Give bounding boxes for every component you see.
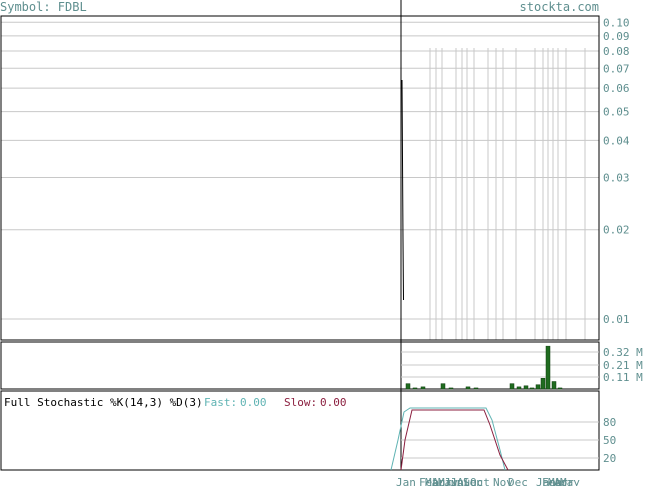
x-tick-label-8: Sep [463,476,483,486]
volume-bar-0 [405,383,411,390]
price-tick-label-7: 0.03 [603,171,630,184]
volume-bar-6 [465,386,471,390]
price-line [401,79,404,301]
x-tick-label-16: May [560,476,580,486]
slow-label: Slow: [284,396,317,409]
stochastic-tick-label-0: 80 [603,416,616,429]
price-tick-label-2: 0.08 [603,45,630,58]
volume-bar-16 [545,345,551,390]
price-tick-label-6: 0.04 [603,134,630,147]
volume-tick-label-1: 0.21 M [603,359,643,372]
fast-line [390,407,506,471]
volume-bar-18 [557,387,563,390]
volume-bar-11 [516,386,522,390]
price-tick-label-0: 0.10 [603,16,630,29]
price-tick-label-3: 0.07 [603,62,630,75]
x-tick-label-7: Aug [457,476,477,486]
x-tick-label-15: Apr [554,476,574,486]
stochastic-tick-label-1: 50 [603,434,616,447]
stochastic-tick-label-2: 20 [603,452,616,465]
price-tick-label-5: 0.05 [603,106,630,119]
volume-bar-17 [551,381,557,390]
volume-bar-13 [529,387,535,390]
symbol-label: Symbol: FDBL [0,0,87,14]
volume-bar-2 [420,386,426,390]
price-tick-label-1: 0.09 [603,30,630,43]
volume-bar-4 [440,383,446,390]
x-tick-label-2: Mar [425,476,445,486]
volume-bar-7 [473,387,479,390]
volume-tick-label-2: 0.11 M [603,371,643,384]
slow-value: 0.00 [320,396,347,409]
volume-bar-12 [523,385,529,390]
volume-bar-1 [412,387,418,390]
volume-tick-label-0: 0.32 M [603,346,643,359]
x-tick-label-6: Jul [450,476,470,486]
x-tick-label-3: Apr [432,476,452,486]
x-tick-label-1: Feb [419,476,439,486]
x-tick-label-5: Jun [444,476,464,486]
volume-bar-15 [540,378,546,390]
x-tick-label-0: Jan [396,476,416,486]
x-tick-label-4: May [438,476,458,486]
volume-panel: 0.32 M0.21 M0.11 M [0,341,643,390]
x-tick-label-13: Feb [542,476,562,486]
price-panel-border [0,15,600,341]
stochastic-panel: Full Stochastic %K(14,3) %D(3) Fast: 0.0… [0,390,616,471]
stochastic-panel-border [0,390,600,471]
fast-value: 0.00 [240,396,267,409]
slow-line [400,409,509,471]
price-panel: 0.100.09 0.08 0.07 0.06 0.05 0.04 0.03 0.02 0.01 [0,0,630,470]
site-label: stockta.com [520,0,599,14]
x-tick-label-10: Nov [493,476,513,486]
volume-bar-14 [535,384,541,390]
price-tick-label-8: 0.02 [603,224,630,237]
x-tick-label-9: Oct [470,476,490,486]
price-tick-label-4: 0.06 [603,82,630,95]
price-tick-label-9: 0.01 [603,313,630,326]
stochastic-title: Full Stochastic %K(14,3) %D(3) [4,396,203,409]
x-tick-label-12: Jan [536,476,556,486]
x-tick-label-14: Mar [548,476,568,486]
x-tick-label-11: Dec [508,476,528,486]
fast-label: Fast: [204,396,237,409]
volume-bar-10 [509,383,515,390]
volume-bar-5 [448,387,454,390]
